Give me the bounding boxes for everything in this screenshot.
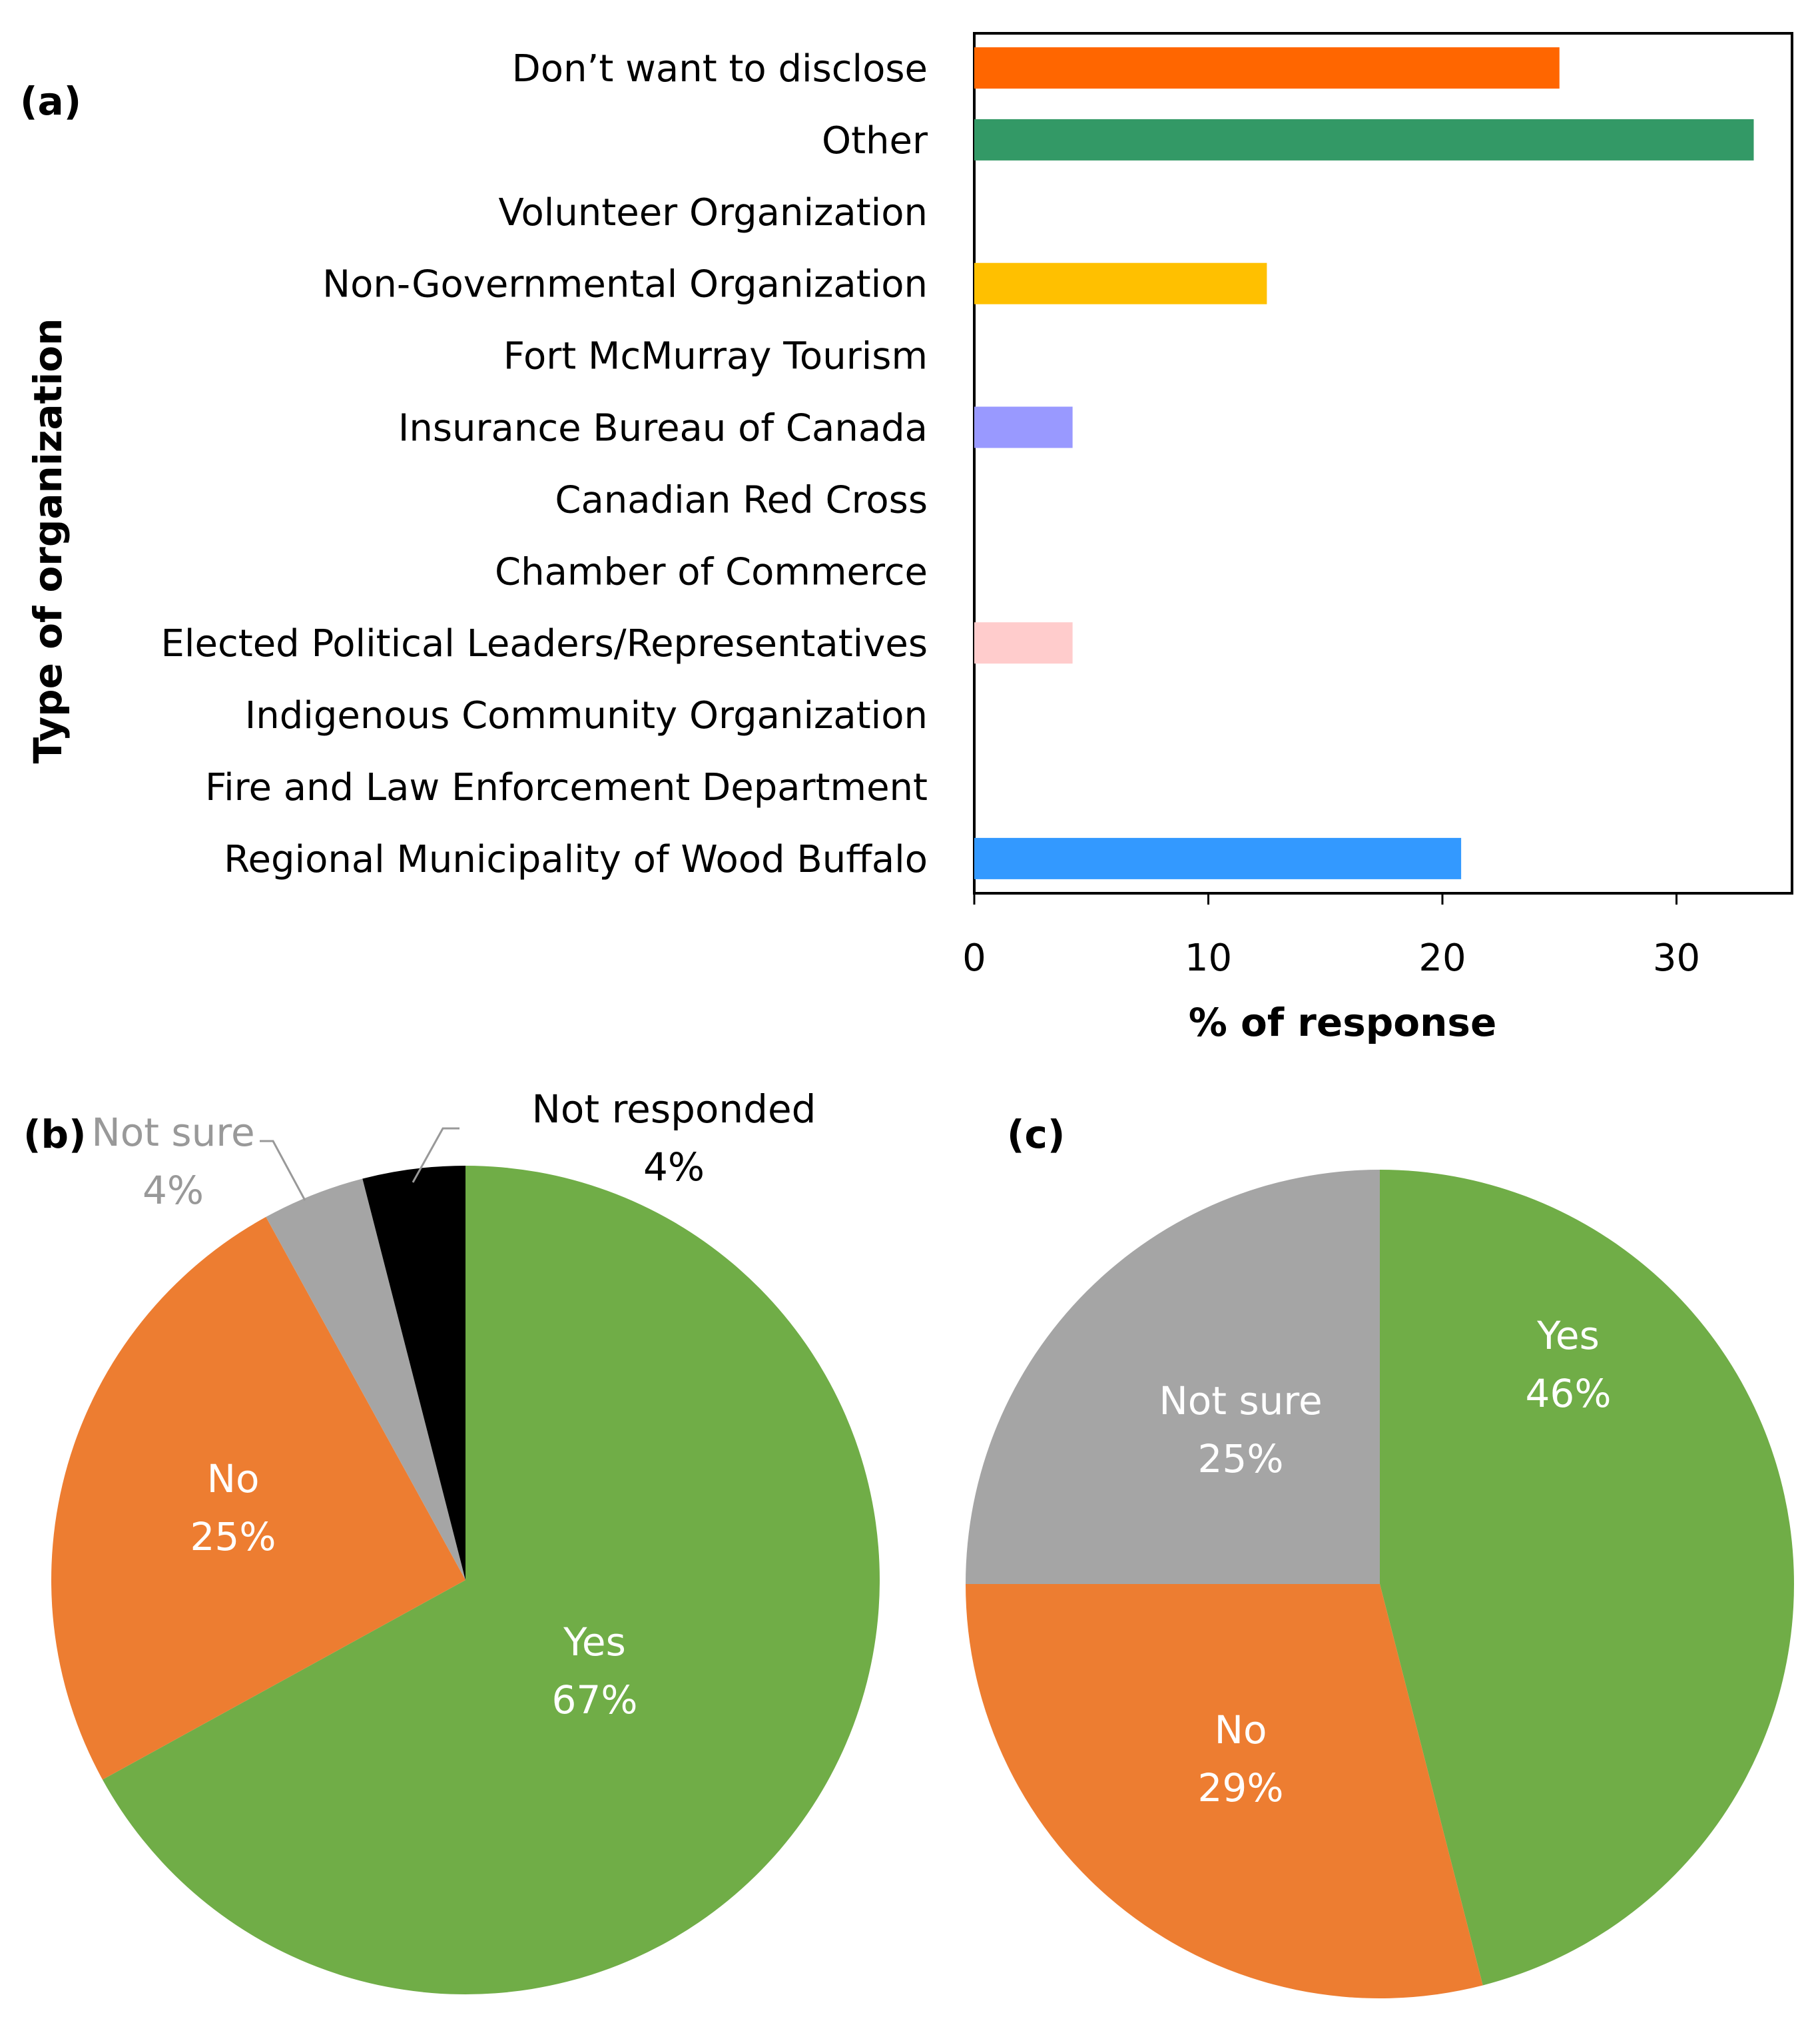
plot-frame (973, 32, 1793, 895)
category-label-indigenous-community-organization: Indigenous Community Organization (245, 694, 928, 737)
pie-chart-c: Yes 46% No 29% Not sure 25% (966, 1170, 1794, 1999)
slice-percent-not-sure: 4% (143, 1168, 204, 1213)
y-axis-title: Type of organization (25, 318, 71, 764)
slice-not-sure (266, 1178, 465, 1580)
panel-a-label: (a) (20, 79, 81, 124)
category-label-fire-and-law-enforcement-department: Fire and Law Enforcement Department (205, 766, 928, 809)
slice-percent-no: 29% (1198, 1765, 1284, 1811)
slice-not-sure (966, 1170, 1380, 1584)
bar-layer (974, 47, 1754, 879)
category-label-don-t-want-to-disclose: Don’t want to disclose (512, 47, 928, 91)
slice-label-no: No (1215, 1707, 1267, 1753)
slice-label-yes: Yes (1536, 1313, 1600, 1358)
slice-label-no: No (207, 1456, 260, 1501)
category-label-chamber-of-commerce: Chamber of Commerce (495, 550, 928, 594)
slice-no (51, 1216, 465, 1780)
category-label-fort-mcmurray-tourism: Fort McMurray Tourism (503, 335, 928, 378)
slice-yes (102, 1166, 880, 1994)
category-label-canadian-red-cross: Canadian Red Cross (555, 478, 928, 522)
slice-no (966, 1584, 1483, 1999)
bar-other (974, 119, 1754, 161)
slice-label-not-sure: Not sure (91, 1110, 254, 1155)
x-tick-label: 20 (1418, 937, 1466, 980)
slice-not-responded (362, 1166, 465, 1580)
bar-don-t-want-to-disclose (974, 47, 1560, 89)
bar-regional-municipality-of-wood-buffalo (974, 837, 1462, 879)
slice-percent-yes: 67% (552, 1677, 638, 1723)
slice-yes (1380, 1170, 1794, 1986)
category-label-regional-municipality-of-wood-buffalo: Regional Municipality of Wood Buffalo (224, 838, 928, 881)
x-tick-label: 10 (1185, 937, 1232, 980)
bar-elected-political-leaders-representatives (974, 622, 1073, 664)
category-label-non-governmental-organization: Non-Governmental Organization (322, 263, 928, 306)
panel-b-label: (b) (23, 1112, 87, 1157)
bar-non-governmental-organization (974, 262, 1267, 304)
x-tick-label: 0 (962, 937, 986, 980)
slice-label-not-sure: Not sure (1159, 1378, 1322, 1423)
category-label-volunteer-organization: Volunteer Organization (499, 191, 928, 234)
panel-c-label: (c) (1007, 1112, 1065, 1157)
slice-label-not-responded: Not responded (532, 1086, 816, 1132)
slice-percent-not-responded: 4% (643, 1144, 705, 1190)
slice-label-yes: Yes (563, 1619, 626, 1665)
leader-line-not-sure (260, 1140, 306, 1201)
x-axis-ticks: 0 10 20 30 (962, 893, 1700, 980)
bar-insurance-bureau-of-canada (974, 406, 1073, 448)
x-axis-title: % of response (1189, 1000, 1497, 1045)
bar-chart: Don’t want to disclose Other Volunteer Org… (25, 32, 1793, 1045)
category-label-insurance-bureau-of-canada: Insurance Bureau of Canada (398, 407, 928, 450)
slice-percent-no: 25% (190, 1514, 276, 1559)
pie-chart-b: Yes 67% No 25% Not sure 4% Not responded 4% (51, 1086, 880, 1994)
category-label-other: Other (822, 119, 928, 163)
slice-percent-not-sure: 25% (1198, 1436, 1284, 1481)
x-tick-label: 30 (1653, 937, 1700, 980)
category-labels: Don’t want to disclose Other Volunteer Org… (161, 47, 928, 881)
leader-line-not-responded (412, 1127, 459, 1183)
category-label-elected-political-leaders-representatives: Elected Political Leaders/Representative… (161, 622, 928, 665)
slice-percent-yes: 46% (1526, 1371, 1612, 1416)
